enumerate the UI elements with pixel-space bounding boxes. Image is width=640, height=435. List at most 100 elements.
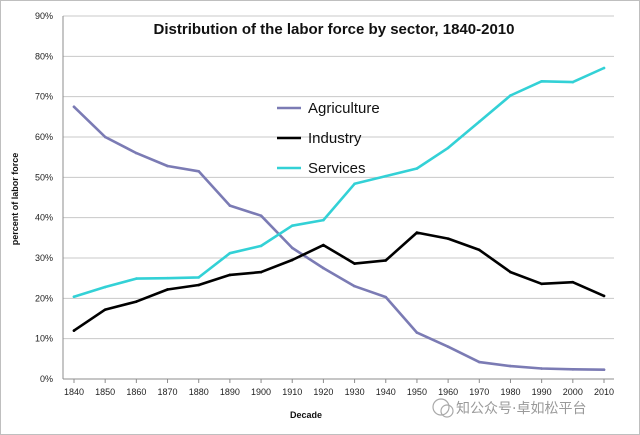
data-point-industry-1950 bbox=[415, 231, 419, 234]
data-point-agriculture-2000 bbox=[571, 368, 575, 371]
legend-item-services: Services bbox=[277, 160, 366, 177]
data-point-services-1840 bbox=[72, 295, 76, 299]
x-tick-label: 1850 bbox=[95, 387, 115, 397]
legend: Agriculture Industry Services bbox=[277, 100, 380, 177]
data-point-services-1950 bbox=[415, 167, 419, 170]
data-point-services-2010 bbox=[602, 66, 606, 70]
data-point-agriculture-1880 bbox=[197, 169, 201, 173]
x-tick-label: 1970 bbox=[469, 387, 489, 397]
legend-label-agriculture: Agriculture bbox=[308, 100, 380, 117]
y-tick-label: 80% bbox=[35, 51, 53, 61]
y-tick-label: 0% bbox=[40, 374, 53, 384]
y-tick-label: 10% bbox=[35, 334, 53, 344]
x-tick-label: 1920 bbox=[313, 387, 333, 397]
data-point-industry-1940 bbox=[384, 259, 388, 262]
data-point-industry-1920 bbox=[322, 243, 325, 247]
data-point-services-1960 bbox=[446, 146, 450, 150]
series-line-services bbox=[72, 66, 606, 299]
x-tick-label: 1940 bbox=[376, 387, 396, 397]
series-line-industry bbox=[72, 231, 606, 332]
wechat-icon-inner bbox=[440, 404, 454, 418]
data-point-agriculture-1950 bbox=[415, 331, 419, 334]
x-tick-label: 2010 bbox=[594, 387, 614, 397]
data-point-industry-2010 bbox=[602, 294, 606, 298]
y-tick-label: 90% bbox=[35, 11, 53, 21]
data-point-industry-1890 bbox=[228, 273, 232, 277]
data-point-agriculture-1980 bbox=[509, 364, 512, 368]
x-axis-ticks: 1840 1850 1860 1870 1880 1890 1900 1910 1920 1930… bbox=[64, 379, 614, 397]
data-point-agriculture-1840 bbox=[72, 105, 76, 109]
x-tick-label: 1960 bbox=[438, 387, 458, 397]
x-tick-label: 1890 bbox=[220, 387, 240, 397]
data-point-industry-1960 bbox=[446, 237, 450, 240]
data-point-services-1980 bbox=[509, 94, 512, 97]
data-point-agriculture-1960 bbox=[446, 345, 450, 349]
data-point-agriculture-1920 bbox=[322, 266, 325, 270]
x-tick-label: 1910 bbox=[282, 387, 302, 397]
data-point-services-1860 bbox=[135, 277, 138, 280]
y-tick-label: 60% bbox=[35, 132, 53, 142]
y-tick-label: 50% bbox=[35, 172, 53, 182]
data-point-services-1850 bbox=[103, 285, 107, 289]
data-point-agriculture-1890 bbox=[228, 204, 232, 207]
x-tick-label: 1840 bbox=[64, 387, 84, 397]
x-tick-label: 1930 bbox=[345, 387, 365, 397]
data-point-services-1910 bbox=[290, 224, 294, 228]
x-tick-label: 2000 bbox=[563, 387, 583, 397]
y-axis-ticks: 0% 10% 20% 30% 40% 50% 60% 70% 80% 90% bbox=[35, 11, 53, 384]
data-point-services-1970 bbox=[477, 120, 481, 123]
data-point-industry-1990 bbox=[540, 282, 543, 286]
data-point-industry-1930 bbox=[353, 262, 356, 265]
data-point-agriculture-1900 bbox=[259, 214, 263, 217]
y-tick-label: 70% bbox=[35, 92, 53, 102]
data-point-agriculture-1860 bbox=[135, 151, 138, 155]
data-point-industry-1970 bbox=[477, 248, 481, 252]
x-tick-label: 1980 bbox=[500, 387, 520, 397]
data-point-agriculture-1850 bbox=[103, 135, 107, 139]
data-point-agriculture-1940 bbox=[384, 295, 388, 299]
y-tick-label: 40% bbox=[35, 213, 53, 223]
x-tick-label: 1950 bbox=[407, 387, 427, 397]
data-point-agriculture-1990 bbox=[540, 367, 543, 370]
data-point-industry-1840 bbox=[72, 329, 76, 332]
legend-item-agriculture: Agriculture bbox=[277, 100, 380, 117]
x-tick-label: 1990 bbox=[532, 387, 552, 397]
x-tick-label: 1870 bbox=[158, 387, 178, 397]
data-point-agriculture-1910 bbox=[290, 246, 294, 250]
data-point-services-1990 bbox=[540, 80, 543, 83]
chart-title: Distribution of the labor force by secto… bbox=[154, 21, 515, 38]
x-tick-label: 1900 bbox=[251, 387, 271, 397]
data-point-industry-1900 bbox=[259, 270, 263, 274]
data-point-services-1940 bbox=[384, 174, 388, 178]
data-point-industry-1850 bbox=[103, 308, 107, 311]
data-point-industry-2000 bbox=[571, 280, 575, 284]
data-point-industry-1910 bbox=[290, 258, 294, 262]
wechat-icon bbox=[432, 398, 450, 416]
data-point-industry-1860 bbox=[135, 300, 138, 303]
y-tick-label: 20% bbox=[35, 293, 53, 303]
y-axis-title: percent of labor force bbox=[10, 153, 20, 246]
data-point-services-1900 bbox=[259, 244, 263, 248]
gridlines bbox=[62, 15, 614, 380]
x-tick-label: 1880 bbox=[189, 387, 209, 397]
y-tick-label: 30% bbox=[35, 253, 53, 263]
data-point-agriculture-1930 bbox=[353, 284, 356, 288]
legend-label-services: Services bbox=[308, 160, 366, 177]
data-point-agriculture-1970 bbox=[477, 360, 481, 364]
data-point-services-1870 bbox=[166, 276, 169, 280]
legend-item-industry: Industry bbox=[277, 130, 362, 147]
watermark-text: 知公众号·卓如松平台 bbox=[456, 400, 586, 417]
data-point-industry-1870 bbox=[166, 288, 169, 291]
data-point-agriculture-1870 bbox=[166, 164, 169, 168]
data-point-industry-1880 bbox=[197, 283, 201, 287]
data-point-agriculture-2010 bbox=[602, 368, 606, 372]
watermark: 知公众号·卓如松平台 bbox=[432, 398, 586, 418]
series-line-agriculture bbox=[72, 105, 606, 372]
data-point-services-1890 bbox=[228, 251, 232, 255]
x-tick-label: 1860 bbox=[126, 387, 146, 397]
data-point-services-1930 bbox=[353, 182, 356, 186]
series-lines bbox=[72, 66, 606, 372]
data-point-services-1880 bbox=[197, 276, 201, 279]
